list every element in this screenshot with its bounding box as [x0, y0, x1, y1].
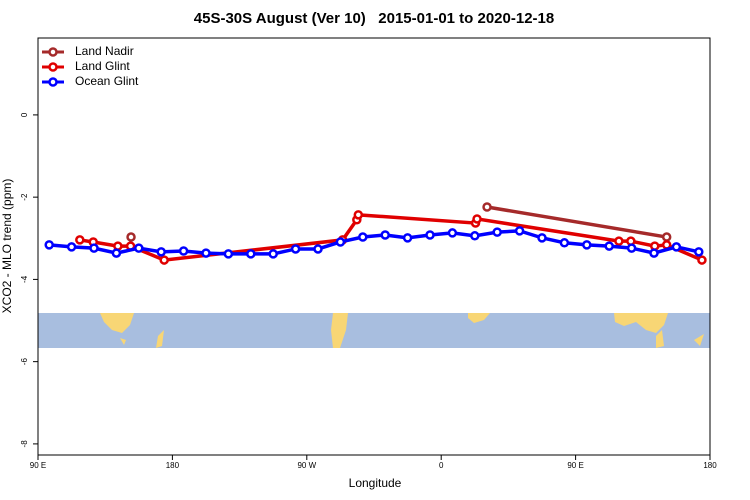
- data-point: [661, 232, 672, 242]
- data-point: [201, 248, 211, 258]
- data-point: [126, 232, 136, 242]
- data-point: [697, 255, 707, 265]
- data-point: [246, 249, 256, 259]
- data-point: [671, 242, 682, 252]
- x-tick-label: 90 E: [567, 461, 583, 470]
- x-tick-label: 90 W: [297, 461, 316, 470]
- chart-title: 45S-30S August (Ver 10) 2015-01-01 to 20…: [194, 10, 554, 27]
- x-tick-label: 0: [439, 461, 444, 470]
- legend-marker: [48, 77, 58, 87]
- data-point: [159, 255, 169, 265]
- data-point: [649, 248, 659, 258]
- data-point: [335, 237, 346, 247]
- data-point: [353, 210, 364, 220]
- data-point: [559, 238, 570, 248]
- data-point: [514, 226, 525, 236]
- data-point: [614, 236, 624, 246]
- data-point: [447, 228, 458, 238]
- data-point: [402, 233, 413, 243]
- data-point: [156, 247, 166, 257]
- data-point: [482, 202, 492, 212]
- x-axis-label: Longitude: [349, 476, 402, 490]
- y-tick-label: -2: [20, 193, 29, 201]
- data-point: [313, 244, 323, 254]
- data-point: [89, 243, 99, 253]
- y-tick-label: -6: [20, 358, 29, 366]
- data-point: [358, 232, 368, 242]
- x-tick-label: 180: [703, 461, 717, 470]
- legend-label: Land Nadir: [75, 44, 134, 58]
- data-point: [380, 230, 390, 240]
- data-point: [694, 247, 704, 257]
- y-tick-label: -4: [20, 275, 29, 283]
- map-strip: [38, 313, 710, 348]
- y-axis-label: XCO2 - MLO trend (ppm): [0, 179, 14, 314]
- legend-label: Land Glint: [75, 59, 130, 73]
- data-point: [537, 233, 547, 243]
- data-point: [582, 240, 592, 250]
- data-point: [492, 227, 502, 237]
- data-point: [134, 243, 144, 253]
- data-point: [178, 246, 189, 256]
- data-point: [223, 249, 234, 259]
- data-point: [626, 243, 637, 253]
- x-tick-label: 90 E: [30, 461, 46, 470]
- data-point: [425, 230, 435, 240]
- data-point: [111, 248, 122, 258]
- y-tick-label: 0: [20, 112, 29, 117]
- series-line: [49, 229, 700, 256]
- y-tick-label: -8: [20, 440, 29, 448]
- data-point: [75, 235, 85, 245]
- data-point: [44, 240, 54, 250]
- data-point: [268, 249, 278, 259]
- data-point: [66, 242, 77, 252]
- x-tick-label: 180: [166, 461, 180, 470]
- legend-marker: [48, 62, 58, 72]
- plot-frame: [37, 37, 711, 456]
- data-point: [604, 241, 614, 251]
- series-line: [486, 205, 667, 239]
- legend-label: Ocean Glint: [75, 74, 139, 88]
- data-point: [290, 244, 301, 254]
- data-point: [470, 231, 480, 241]
- legend-marker: [48, 47, 58, 57]
- data-point: [472, 214, 482, 224]
